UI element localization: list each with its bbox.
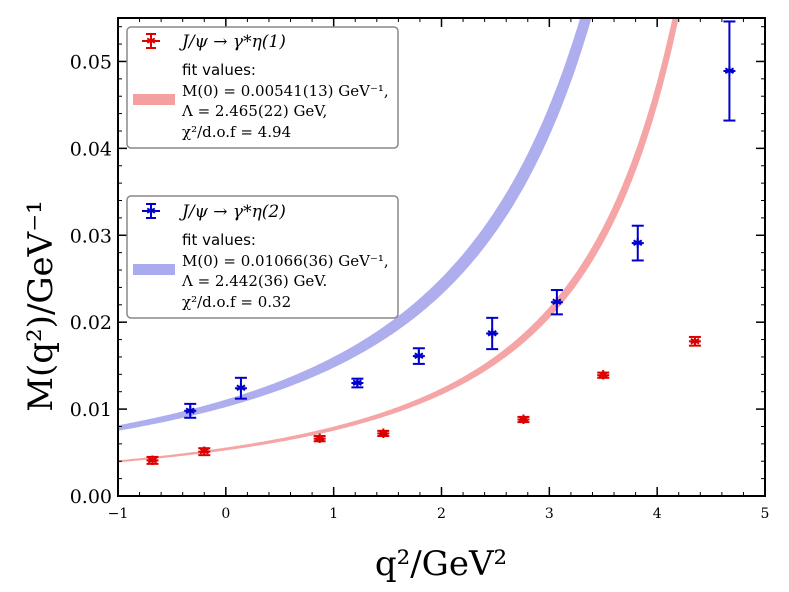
data-point: ✱	[234, 376, 247, 400]
legend-label-2: J/ψ → γ*η(2)	[179, 202, 286, 222]
axes: −1 0 1 2 3 4 5 0.00 0.01 0.02 0.03 0.04 0.05	[70, 17, 770, 522]
svg-text:✱: ✱	[235, 382, 246, 397]
y-tick-label: 0.05	[70, 51, 112, 73]
x-tick-label: −1	[108, 506, 129, 522]
svg-text:✱: ✱	[378, 427, 389, 442]
data-point: ✱	[631, 224, 644, 262]
data-point: ✱	[351, 377, 364, 392]
svg-text:✱: ✱	[352, 377, 363, 392]
svg-text:✱: ✱	[146, 204, 156, 218]
y-axis-label: M(q²)/GeV⁻¹	[21, 200, 61, 412]
legend-box-1: ✱ J/ψ → γ*η(1) fit values: M(0) = 0.0054…	[126, 26, 399, 149]
legend-marker-2: ✱	[142, 203, 160, 219]
legend-fit-line3-1: χ²/d.o.f = 4.94	[182, 123, 291, 141]
svg-text:✱: ✱	[185, 404, 196, 419]
x-tick-label: 5	[761, 506, 770, 522]
legend-box-2: ✱ J/ψ → γ*η(2) fit values: M(0) = 0.0106…	[126, 195, 399, 319]
svg-text:✱: ✱	[146, 34, 156, 48]
data-point: ✱	[486, 316, 499, 351]
svg-text:✱: ✱	[598, 369, 609, 384]
svg-text:✱: ✱	[413, 350, 424, 365]
x-tick-label: 0	[221, 506, 230, 522]
svg-text:✱: ✱	[314, 432, 325, 447]
y-tick-label: 0.02	[70, 312, 112, 334]
legend-band-swatch-2	[133, 264, 175, 275]
svg-text:✱: ✱	[689, 335, 700, 350]
x-tick-label: 1	[329, 506, 338, 522]
legend-marker-1: ✱	[142, 33, 160, 49]
y-ticks: 0.00 0.01 0.02 0.03 0.04 0.05	[70, 26, 765, 508]
data-point: ✱	[517, 413, 530, 428]
x-axis-label: q²/GeV²	[375, 544, 507, 584]
svg-text:✱: ✱	[724, 65, 735, 80]
svg-text:✱: ✱	[487, 327, 498, 342]
data-point: ✱	[688, 335, 701, 350]
fit-bands	[118, 18, 679, 463]
x-tick-label: 3	[545, 506, 554, 522]
y-tick-label: 0.00	[70, 486, 112, 508]
legend-band-swatch-1	[133, 94, 175, 105]
x-tick-label: 2	[437, 506, 446, 522]
x-tick-label: 4	[653, 506, 662, 522]
legend-fit-line1-1: M(0) = 0.00541(13) GeV⁻¹,	[182, 82, 389, 100]
legend-fit-line1-2: M(0) = 0.01066(36) GeV⁻¹,	[182, 252, 389, 270]
data-point: ✱	[184, 402, 197, 419]
svg-text:✱: ✱	[147, 454, 158, 469]
data-point: ✱	[597, 369, 610, 384]
data-point: ✱	[377, 427, 390, 442]
legend-fit-line2-2: Λ = 2.442(36) GeV.	[181, 272, 327, 290]
legend-label-1: J/ψ → γ*η(1)	[179, 32, 286, 52]
legend-fit-title-1: fit values:	[182, 61, 256, 79]
data-point: ✱	[412, 347, 425, 365]
legend-fit-line3-2: χ²/d.o.f = 0.32	[182, 293, 291, 311]
data-point: ✱	[313, 432, 326, 447]
svg-text:✱: ✱	[632, 237, 643, 252]
y-tick-label: 0.01	[70, 399, 112, 421]
data-points: ✱ ✱ ✱ ✱ ✱ ✱ ✱ ✱ ✱ ✱ ✱ ✱ ✱ ✱ ✱	[146, 20, 736, 469]
legend-fit-line2-1: Λ = 2.465(22) GeV,	[181, 102, 327, 120]
legend-fit-title-2: fit values:	[182, 231, 256, 249]
data-point: ✱	[146, 454, 159, 469]
data-point: ✱	[723, 20, 736, 122]
y-tick-label: 0.04	[70, 138, 112, 160]
y-tick-label: 0.03	[70, 225, 112, 247]
data-point: ✱	[198, 445, 211, 460]
svg-text:✱: ✱	[551, 296, 562, 311]
data-point: ✱	[550, 289, 563, 316]
svg-text:✱: ✱	[518, 413, 529, 428]
svg-text:✱: ✱	[199, 445, 210, 460]
x-ticks: −1 0 1 2 3 4 5	[108, 18, 770, 522]
fit-band-2	[118, 18, 592, 431]
